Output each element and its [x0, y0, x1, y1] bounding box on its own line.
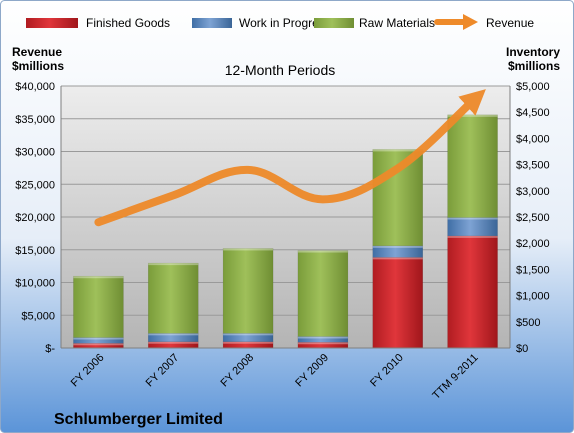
bar-work-in-progress-cap	[73, 337, 124, 340]
bar-raw-materials	[447, 114, 498, 218]
right-axis-title-line1: Inventory	[506, 45, 560, 59]
right-tick-label: $2,500	[516, 212, 550, 224]
bar-finished-goods-cap	[73, 343, 124, 346]
revenue-line	[94, 89, 486, 227]
revenue-line-group	[94, 89, 486, 227]
left-tick-label: $30,000	[15, 147, 55, 159]
bar-finished-goods-cap	[297, 342, 348, 345]
right-tick-label: $3,500	[516, 160, 550, 172]
left-tick-label: $-	[45, 343, 55, 355]
legend-label-revenue: Revenue	[486, 16, 534, 30]
bar-work-in-progress-cap	[447, 217, 498, 220]
legend-swatch-raw-materials	[314, 18, 354, 28]
left-axis-title-line2: $millions	[12, 59, 64, 73]
company-name: Schlumberger Limited	[54, 411, 223, 428]
bar-raw-materials-cap	[148, 263, 199, 266]
right-tick-label: $1,500	[516, 264, 550, 276]
bars	[73, 114, 498, 349]
legend-label-work-in-progress: Work in Progress	[239, 16, 331, 30]
legend-swatch-work-in-progress	[192, 18, 232, 28]
bar-raw-materials-cap	[297, 250, 348, 253]
bar-raw-materials	[73, 275, 124, 338]
bar-raw-materials-cap	[73, 276, 124, 279]
bar-finished-goods	[372, 257, 423, 349]
right-tick-label: $500	[516, 317, 540, 329]
bar-finished-goods	[447, 235, 498, 349]
right-axis-ticks: $0 $500 $1,000 $1,500 $2,000 $2,500 $3,000 $3,5…	[516, 81, 550, 355]
bar-finished-goods-cap	[223, 341, 274, 344]
right-tick-label: $4,000	[516, 133, 550, 145]
left-axis-title-line1: Revenue	[12, 45, 62, 59]
left-tick-label: $5,000	[21, 310, 55, 322]
bar-raw-materials-cap	[372, 149, 423, 152]
chart-subtitle: 12-Month Periods	[225, 62, 336, 78]
legend-label-finished-goods: Finished Goods	[86, 16, 170, 30]
left-tick-label: $35,000	[15, 114, 55, 126]
legend-arrowhead-revenue	[463, 14, 478, 30]
left-tick-label: $40,000	[15, 81, 55, 93]
right-tick-label: $0	[516, 343, 528, 355]
right-tick-label: $1,000	[516, 291, 550, 303]
bar-raw-materials-cap	[447, 114, 498, 117]
legend-label-raw-materials: Raw Materials	[359, 16, 435, 30]
bar-work-in-progress-cap	[148, 333, 199, 336]
bar-raw-materials	[297, 250, 349, 337]
right-tick-label: $5,000	[516, 81, 550, 93]
bar-raw-materials	[222, 248, 274, 334]
bar-raw-materials	[148, 262, 199, 334]
bar-work-in-progress-cap	[297, 336, 348, 339]
bar-raw-materials-cap	[223, 248, 274, 251]
left-tick-label: $25,000	[15, 179, 55, 191]
legend-swatch-finished-goods	[26, 18, 78, 28]
bar-work-in-progress-cap	[223, 333, 274, 336]
bar-work-in-progress	[447, 217, 498, 237]
left-tick-label: $10,000	[15, 278, 55, 290]
left-axis-ticks: $- $5,000 $10,000 $15,000 $20,000 $25,000 $30,…	[15, 81, 55, 355]
legend: Finished Goods Work in Progress Raw Mate…	[26, 14, 534, 30]
left-tick-label: $15,000	[15, 245, 55, 257]
right-axis-title-line2: $millions	[508, 59, 560, 73]
bar-finished-goods-cap	[372, 257, 423, 260]
left-tick-label: $20,000	[15, 212, 55, 224]
right-tick-label: $2,000	[516, 238, 550, 250]
bar-finished-goods-cap	[447, 235, 498, 238]
right-tick-label: $4,500	[516, 107, 550, 119]
right-tick-label: $3,000	[516, 186, 550, 198]
bar-finished-goods-cap	[148, 341, 199, 344]
bar-work-in-progress-cap	[372, 245, 423, 248]
